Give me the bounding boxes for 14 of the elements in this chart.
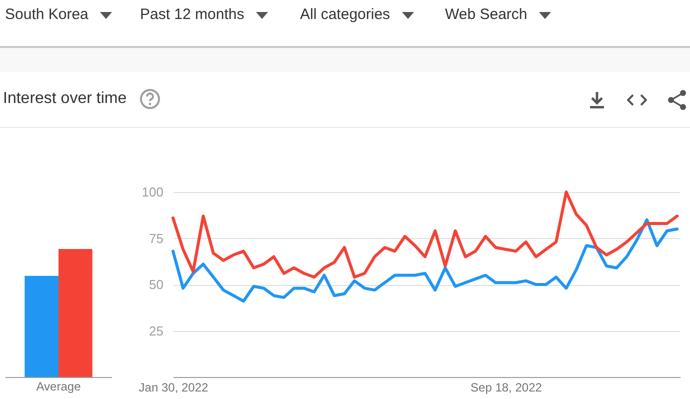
x-tick-label: Sep 18, 2022 — [470, 380, 542, 394]
chart-title: Interest over time — [3, 90, 127, 108]
line-series — [172, 218, 679, 303]
x-tick-label: Jan 30, 2022 — [138, 380, 209, 394]
text: Past 12 months — [140, 6, 244, 23]
y-tick-label: 25 — [149, 323, 164, 338]
text: South Korea — [5, 6, 88, 23]
y-tick-label: 50 — [149, 277, 164, 292]
x-tick-label: Average — [36, 380, 82, 394]
text: All categories — [300, 6, 390, 23]
y-tick-label: 100 — [142, 184, 164, 200]
text: Web Search — [445, 6, 528, 23]
y-tick-label: 75 — [149, 230, 164, 246]
line-series — [172, 190, 679, 279]
